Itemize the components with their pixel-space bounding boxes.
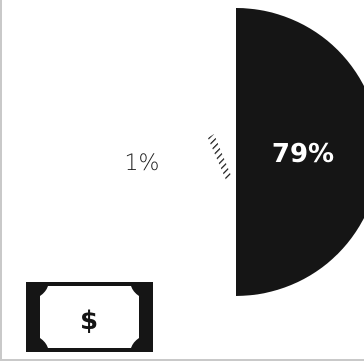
dollar-symbol: $ [80,306,98,336]
slice-label-1: 79% [272,139,334,169]
pie-labels: 79% 1% [125,139,335,176]
pie-slice-1 [236,8,364,296]
pie-slice-2 [208,134,232,180]
dollar-bill-icon: $ [26,282,153,352]
pie-slices [208,8,364,296]
slice-label-2: 1% [125,151,160,176]
